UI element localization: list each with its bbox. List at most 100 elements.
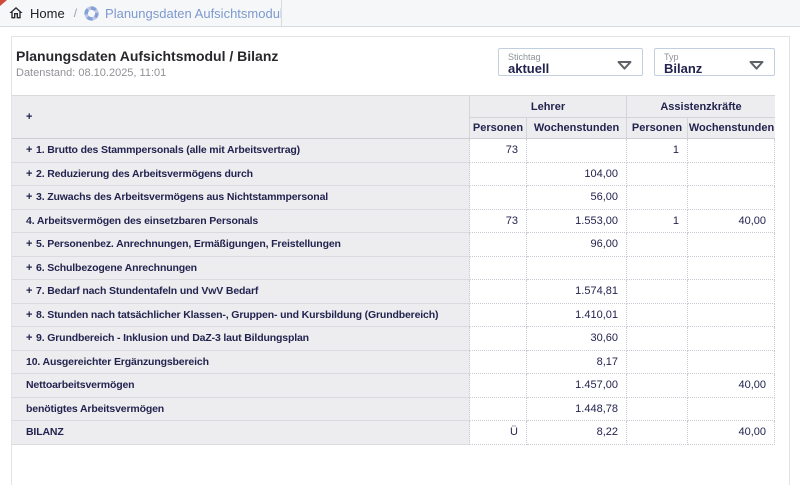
row-label-cell: + 9. Grundbereich - Inklusion und DaZ-3 … xyxy=(12,327,470,351)
screen-corner-artifact xyxy=(0,0,7,6)
cell xyxy=(627,374,688,398)
row-label-cell: benötigtes Arbeitsvermögen xyxy=(12,397,470,421)
cell xyxy=(627,350,688,374)
table-row: + 9. Grundbereich - Inklusion und DaZ-3 … xyxy=(12,327,775,351)
cell xyxy=(627,303,688,327)
table-row: BILANZ Ü 8,22 40,00 xyxy=(12,421,775,445)
table-row: benötigtes Arbeitsvermögen 1.448,78 xyxy=(12,397,775,421)
cell xyxy=(470,233,527,257)
cell xyxy=(688,162,775,186)
table-row: + 5. Personenbez. Anrechnungen, Ermäßigu… xyxy=(12,233,775,257)
cell xyxy=(688,186,775,210)
cell: Ü xyxy=(470,421,527,445)
row-label: BILANZ xyxy=(26,426,64,439)
cell xyxy=(470,303,527,327)
column-header-lehrer-wochenstunden: Wochenstunden xyxy=(527,118,627,138)
stichtag-dropdown[interactable]: Stichtag aktuell xyxy=(498,48,643,76)
row-label: 5. Personenbez. Anrechnungen, Ermäßigung… xyxy=(36,238,341,251)
table-row: + 3. Zuwachs des Arbeitsvermögens aus Ni… xyxy=(12,186,775,210)
table-row: + 7. Bedarf nach Stundentafeln und VwV B… xyxy=(12,280,775,304)
cell xyxy=(688,280,775,304)
expand-icon[interactable]: + xyxy=(26,285,33,298)
home-icon[interactable] xyxy=(8,5,24,21)
cell xyxy=(627,162,688,186)
cell: 1.410,01 xyxy=(527,303,627,327)
cell xyxy=(688,303,775,327)
cell xyxy=(470,256,527,280)
cell xyxy=(688,233,775,257)
cell xyxy=(688,350,775,374)
cell: 56,00 xyxy=(527,186,627,210)
table-body: + 1. Brutto des Stammpersonals (alle mit… xyxy=(12,139,775,445)
cell xyxy=(627,186,688,210)
cell: 96,00 xyxy=(527,233,627,257)
column-header-assistenz-personen: Personen xyxy=(627,118,688,138)
row-label-cell: + 2. Reduzierung des Arbeitsvermögens du… xyxy=(12,162,470,186)
cell xyxy=(627,256,688,280)
cell xyxy=(688,139,775,163)
content-panel: Planungsdaten Aufsichtsmodul / Bilanz Da… xyxy=(11,36,790,485)
cell: 1 xyxy=(627,209,688,233)
cell xyxy=(688,256,775,280)
row-label: 2. Reduzierung des Arbeitsvermögens durc… xyxy=(36,167,253,180)
cell: 8,17 xyxy=(527,350,627,374)
row-label-cell: + 7. Bedarf nach Stundentafeln und VwV B… xyxy=(12,280,470,304)
expand-all-cell: + xyxy=(12,96,470,138)
row-label-cell: 10. Ausgereichter Ergänzungsbereich xyxy=(12,350,470,374)
expand-icon[interactable]: + xyxy=(26,332,33,345)
row-label-cell: + 3. Zuwachs des Arbeitsvermögens aus Ni… xyxy=(12,186,470,210)
breadcrumb-tab-divider xyxy=(281,0,282,26)
row-label-cell: Nettoarbeitsvermögen xyxy=(12,374,470,398)
cell: 1.553,00 xyxy=(527,209,627,233)
breadcrumb-separator: / xyxy=(73,6,78,20)
table-row: + 1. Brutto des Stammpersonals (alle mit… xyxy=(12,139,775,163)
column-header-assistenz-wochenstunden: Wochenstunden xyxy=(688,122,775,134)
cell: 73 xyxy=(470,139,527,163)
cell xyxy=(470,280,527,304)
column-group-assistenzkraefte: Assistenzkräfte xyxy=(660,100,742,113)
cell: 1.574,81 xyxy=(527,280,627,304)
cell: 8,22 xyxy=(527,421,627,445)
row-label-cell: + 5. Personenbez. Anrechnungen, Ermäßigu… xyxy=(12,233,470,257)
row-label: 9. Grundbereich - Inklusion und DaZ-3 la… xyxy=(36,332,309,345)
cell xyxy=(688,397,775,421)
typ-dropdown[interactable]: Typ Bilanz xyxy=(654,48,775,76)
stichtag-dropdown-label: Stichtag xyxy=(508,52,541,62)
table-header: + Lehrer Assistenzkräfte Personen Wochen… xyxy=(12,95,775,139)
column-group-lehrer: Lehrer xyxy=(470,96,627,117)
expand-icon[interactable]: + xyxy=(26,167,33,180)
bilanz-table: + Lehrer Assistenzkräfte Personen Wochen… xyxy=(12,95,775,445)
cell xyxy=(627,421,688,445)
breadcrumb-home-link[interactable]: Home xyxy=(30,5,65,21)
expand-icon[interactable]: + xyxy=(26,261,33,274)
cell: 1.457,00 xyxy=(527,374,627,398)
row-label: 10. Ausgereichter Ergänzungsbereich xyxy=(26,355,209,368)
expand-all-icon[interactable]: + xyxy=(26,111,33,123)
breadcrumb-bar: Home / Planungsdaten Aufsichtsmodul xyxy=(0,0,800,27)
row-label: 3. Zuwachs des Arbeitsvermögens aus Nich… xyxy=(36,191,329,204)
expand-icon[interactable]: + xyxy=(26,191,33,204)
cell xyxy=(470,186,527,210)
expand-icon[interactable]: + xyxy=(26,308,33,321)
cell xyxy=(470,350,527,374)
cell xyxy=(470,327,527,351)
chevron-down-icon[interactable] xyxy=(616,58,633,76)
cell xyxy=(627,233,688,257)
typ-dropdown-value: Bilanz xyxy=(664,61,703,76)
breadcrumb-module-link[interactable]: Planungsdaten Aufsichtsmodul xyxy=(105,5,283,21)
module-ring-icon xyxy=(84,5,99,21)
cell: 1.448,78 xyxy=(527,397,627,421)
cell xyxy=(627,397,688,421)
cell xyxy=(627,280,688,304)
chevron-down-icon[interactable] xyxy=(748,58,765,76)
expand-icon[interactable]: + xyxy=(26,144,33,157)
cell: 104,00 xyxy=(527,162,627,186)
expand-icon[interactable]: + xyxy=(26,238,33,251)
table-row: Nettoarbeitsvermögen 1.457,00 40,00 xyxy=(12,374,775,398)
row-label-cell: + 8. Stunden nach tatsächlicher Klassen-… xyxy=(12,303,470,327)
typ-dropdown-label: Typ xyxy=(664,52,679,62)
cell xyxy=(470,162,527,186)
table-row: + 8. Stunden nach tatsächlicher Klassen-… xyxy=(12,303,775,327)
data-status-text: Datenstand: 08.10.2025, 11:01 xyxy=(16,67,167,79)
